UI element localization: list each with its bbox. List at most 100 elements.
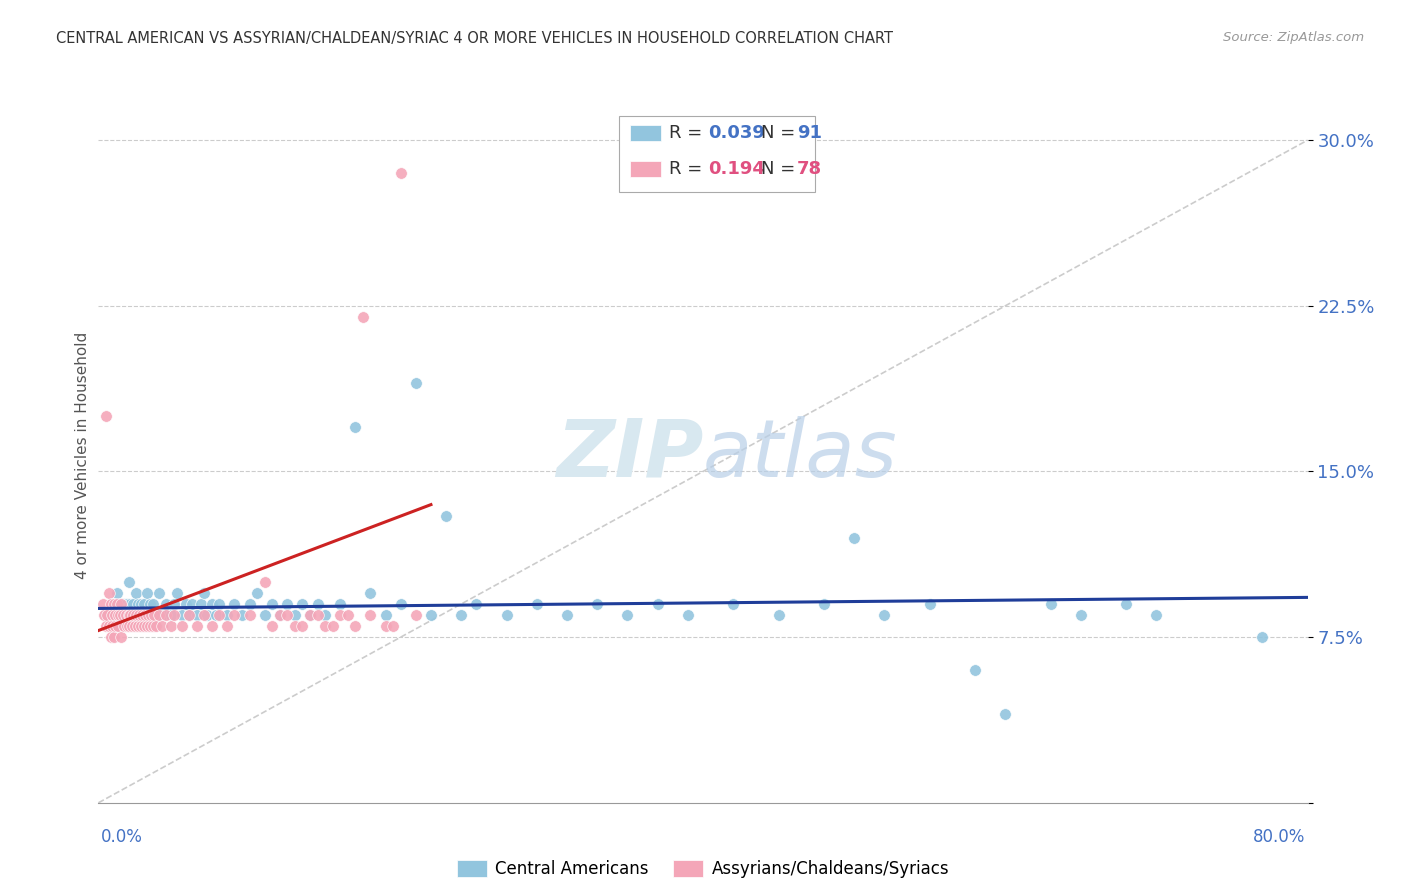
Point <box>122 597 145 611</box>
Point <box>110 597 132 611</box>
Text: ZIP: ZIP <box>555 416 703 494</box>
Point <box>148 608 170 623</box>
Point <box>284 619 307 633</box>
Point <box>405 376 427 391</box>
Point <box>98 586 121 600</box>
Text: R =: R = <box>669 124 709 142</box>
Point <box>127 597 149 611</box>
Point <box>307 608 329 623</box>
Point <box>768 608 790 623</box>
Point <box>132 597 155 611</box>
Point <box>112 597 135 611</box>
Point <box>586 597 609 611</box>
Point <box>262 619 284 633</box>
Point <box>134 608 156 623</box>
Point <box>389 166 412 180</box>
Point <box>101 619 124 633</box>
Text: 0.0%: 0.0% <box>101 828 143 846</box>
Point <box>208 597 231 611</box>
Point <box>103 597 125 611</box>
Point <box>125 586 148 600</box>
Point <box>965 663 987 677</box>
Point <box>224 608 246 623</box>
Point <box>193 586 215 600</box>
Point <box>139 619 162 633</box>
Point <box>1115 597 1137 611</box>
Text: N =: N = <box>761 124 800 142</box>
Point <box>135 619 157 633</box>
Point <box>177 608 201 623</box>
Point <box>103 630 125 644</box>
Y-axis label: 4 or more Vehicles in Household: 4 or more Vehicles in Household <box>75 331 90 579</box>
Text: 0.194: 0.194 <box>709 160 765 178</box>
Text: 0.039: 0.039 <box>709 124 765 142</box>
Point <box>994 707 1017 722</box>
Point <box>291 597 314 611</box>
Point <box>148 586 170 600</box>
Point <box>114 608 136 623</box>
Point <box>314 619 336 633</box>
Point <box>291 619 314 633</box>
Point <box>132 619 155 633</box>
Point <box>186 608 208 623</box>
Point <box>813 597 835 611</box>
Point <box>128 608 150 623</box>
Point <box>224 597 246 611</box>
Point <box>114 608 136 623</box>
Point <box>110 597 132 611</box>
Point <box>374 619 396 633</box>
Point <box>299 608 322 623</box>
Point <box>284 608 307 623</box>
Point <box>94 409 117 424</box>
Point <box>276 608 298 623</box>
Point <box>177 608 201 623</box>
Point <box>115 619 138 633</box>
Point <box>253 608 276 623</box>
Point <box>94 619 117 633</box>
Point <box>269 608 291 623</box>
Text: CENTRAL AMERICAN VS ASSYRIAN/CHALDEAN/SYRIAC 4 OR MORE VEHICLES IN HOUSEHOLD COR: CENTRAL AMERICAN VS ASSYRIAN/CHALDEAN/SY… <box>56 31 893 46</box>
Point <box>107 619 129 633</box>
Point <box>322 619 344 633</box>
Point <box>246 586 269 600</box>
Point <box>101 608 124 623</box>
Point <box>121 619 143 633</box>
Point <box>1144 608 1167 623</box>
Point <box>118 619 141 633</box>
Point <box>100 630 122 644</box>
Text: 78: 78 <box>797 160 823 178</box>
Point <box>450 608 472 623</box>
Point <box>163 597 186 611</box>
Point <box>721 597 744 611</box>
Point <box>329 597 352 611</box>
Point <box>419 608 441 623</box>
Point <box>104 608 127 623</box>
Text: 91: 91 <box>797 124 823 142</box>
Point <box>142 619 165 633</box>
Point <box>239 597 262 611</box>
Point <box>231 608 253 623</box>
Point <box>360 608 382 623</box>
Point <box>374 608 396 623</box>
Point <box>91 597 114 611</box>
Point <box>111 608 134 623</box>
Point <box>205 608 228 623</box>
Point <box>150 608 173 623</box>
Point <box>111 608 134 623</box>
Point <box>150 619 173 633</box>
Point <box>155 597 177 611</box>
Point <box>526 597 548 611</box>
Point <box>129 619 152 633</box>
Point <box>174 597 197 611</box>
Point <box>193 608 215 623</box>
Point <box>94 608 117 623</box>
Point <box>121 608 143 623</box>
Point <box>555 608 578 623</box>
Point <box>118 608 141 623</box>
Point <box>122 608 145 623</box>
Point <box>105 586 128 600</box>
Point <box>1039 597 1062 611</box>
Point <box>201 619 224 633</box>
Point <box>124 619 146 633</box>
Point <box>136 608 159 623</box>
